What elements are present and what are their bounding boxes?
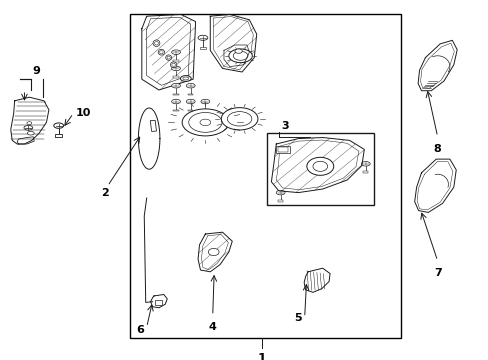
Bar <box>363 171 367 173</box>
Bar <box>276 146 289 153</box>
Ellipse shape <box>208 248 219 256</box>
Text: 8: 8 <box>433 144 441 154</box>
Bar <box>173 60 178 62</box>
Bar <box>200 47 205 49</box>
Ellipse shape <box>171 84 180 88</box>
Ellipse shape <box>171 66 180 71</box>
Ellipse shape <box>158 49 164 55</box>
Ellipse shape <box>361 162 369 166</box>
Ellipse shape <box>27 122 32 125</box>
Ellipse shape <box>228 49 252 63</box>
Ellipse shape <box>276 190 285 195</box>
Ellipse shape <box>306 157 333 175</box>
Ellipse shape <box>170 62 176 68</box>
Bar <box>278 200 283 202</box>
Ellipse shape <box>24 125 33 130</box>
Bar <box>188 109 193 111</box>
Bar <box>173 76 178 78</box>
Text: 2: 2 <box>101 188 109 198</box>
Bar <box>188 94 193 95</box>
Bar <box>55 134 62 137</box>
Ellipse shape <box>182 109 228 136</box>
Ellipse shape <box>165 55 171 60</box>
Ellipse shape <box>171 50 180 54</box>
Text: 3: 3 <box>281 121 288 131</box>
Bar <box>203 109 207 111</box>
Text: 4: 4 <box>208 322 216 332</box>
Ellipse shape <box>198 35 207 40</box>
Bar <box>154 300 162 305</box>
Text: 10: 10 <box>76 108 91 118</box>
Ellipse shape <box>201 99 209 104</box>
Bar <box>173 109 178 111</box>
Text: 1: 1 <box>257 352 265 360</box>
Bar <box>150 120 156 131</box>
Text: 5: 5 <box>294 312 302 323</box>
Ellipse shape <box>153 40 160 46</box>
Bar <box>266 133 373 205</box>
Bar <box>278 147 287 152</box>
Ellipse shape <box>54 123 63 128</box>
Ellipse shape <box>171 99 180 104</box>
Ellipse shape <box>27 131 34 135</box>
Ellipse shape <box>235 49 242 53</box>
Ellipse shape <box>180 76 191 81</box>
Ellipse shape <box>186 99 195 104</box>
Text: 7: 7 <box>433 268 441 278</box>
Text: 9: 9 <box>33 66 41 76</box>
Text: 6: 6 <box>136 325 144 335</box>
Bar <box>129 14 400 338</box>
Bar <box>173 94 178 95</box>
Ellipse shape <box>186 84 195 88</box>
Ellipse shape <box>221 108 258 130</box>
